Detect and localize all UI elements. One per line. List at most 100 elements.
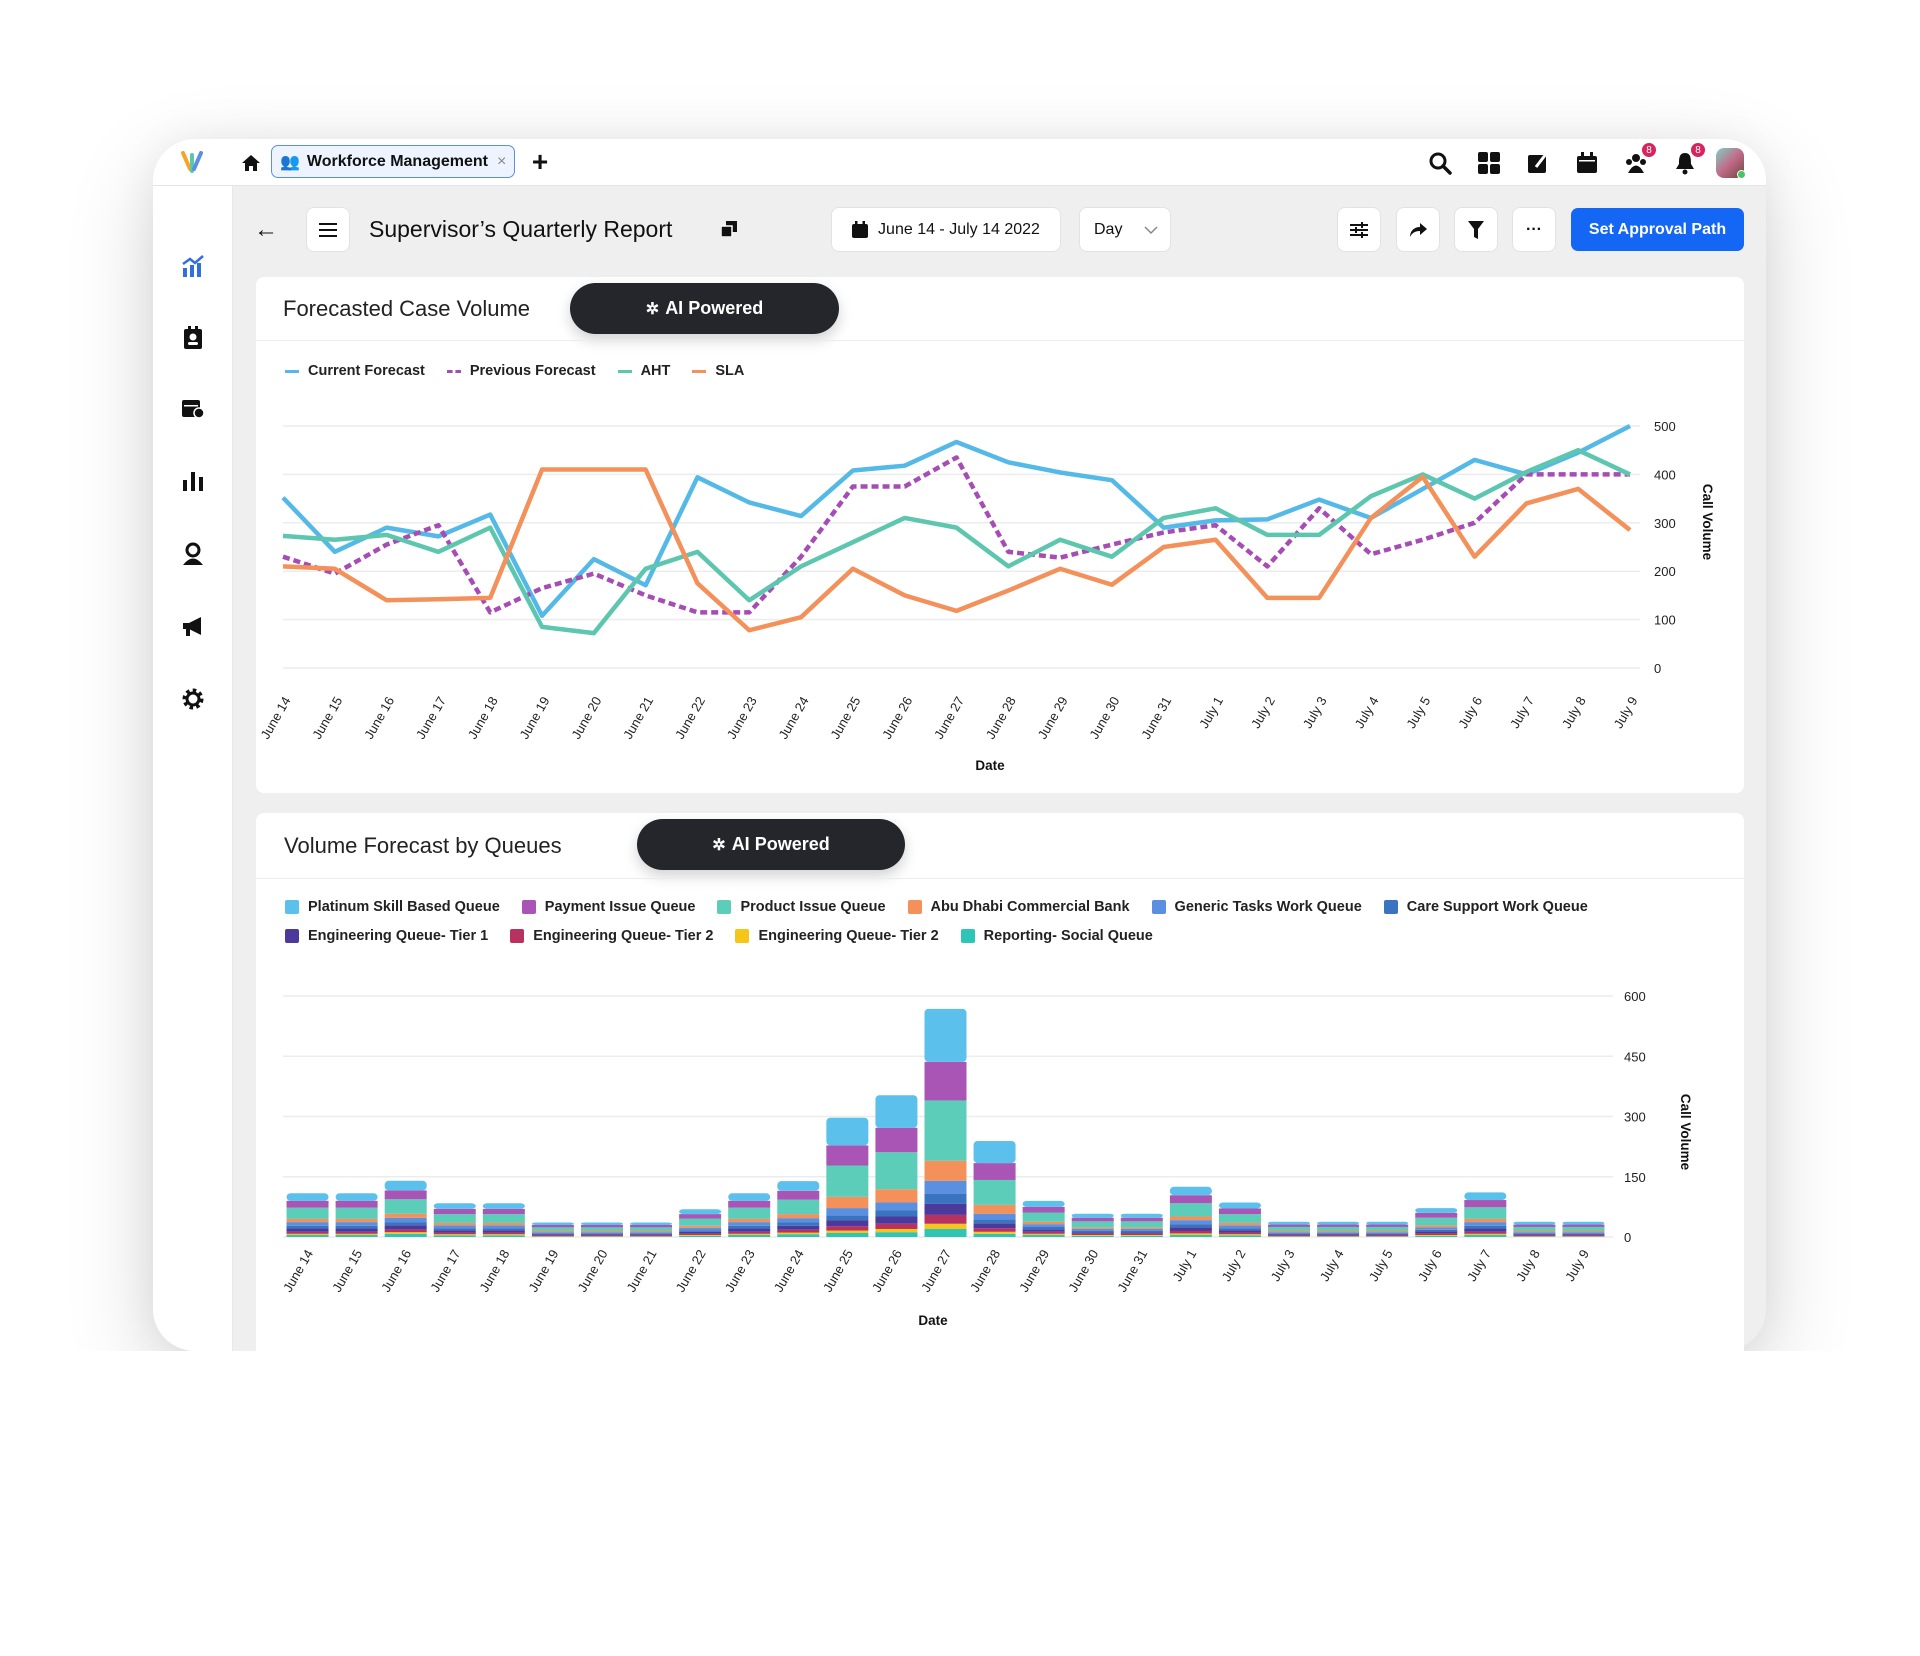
- home-icon[interactable]: [239, 151, 263, 175]
- bar-segment: [335, 1234, 378, 1237]
- copy-icon[interactable]: [718, 218, 740, 240]
- line-chart-legend: Current Forecast Previous Forecast AHT SLA: [285, 363, 744, 379]
- bar-segment: [679, 1227, 722, 1231]
- sidebar-item-agent[interactable]: [179, 540, 207, 568]
- legend-item[interactable]: Payment Issue Queue: [521, 899, 695, 915]
- bar-segment: [875, 1202, 918, 1211]
- bar-segment: [1071, 1230, 1114, 1233]
- bar-segment: [1562, 1234, 1605, 1236]
- bar-segment: [630, 1233, 673, 1235]
- bar-segment: [1415, 1217, 1458, 1226]
- filter-button[interactable]: [1455, 208, 1497, 251]
- bar-segment: [1268, 1224, 1311, 1227]
- bar-segment: [973, 1163, 1016, 1180]
- sidebar-item-schedule[interactable]: [179, 394, 207, 422]
- bar-segment: [1169, 1203, 1212, 1217]
- legend-item[interactable]: Abu Dhabi Commercial Bank: [907, 899, 1130, 915]
- sidebar-item-reports[interactable]: [179, 467, 207, 495]
- bell-icon[interactable]: 8: [1671, 143, 1705, 177]
- share-button[interactable]: [1397, 208, 1439, 251]
- avatar[interactable]: [1716, 148, 1746, 179]
- bar-segment: [531, 1224, 574, 1228]
- page-background: [0, 1351, 1920, 1656]
- legend-item[interactable]: Engineering Queue- Tier 1: [285, 928, 488, 944]
- logo-icon[interactable]: [177, 149, 207, 177]
- sidebar-item-campaigns[interactable]: [179, 612, 207, 640]
- back-button[interactable]: ←: [254, 216, 278, 243]
- tab-close-icon[interactable]: ×: [497, 152, 507, 170]
- ai-powered-badge[interactable]: ✲ AI Powered: [570, 283, 839, 334]
- legend-item[interactable]: Current Forecast: [285, 363, 425, 379]
- ai-powered-label: AI Powered: [665, 298, 764, 318]
- date-range-picker[interactable]: June 14 - July 14 2022: [832, 208, 1060, 251]
- new-tab-button[interactable]: +: [531, 146, 549, 177]
- search-icon[interactable]: [1426, 149, 1454, 177]
- tab-workforce-management[interactable]: 👥 Workforce Management ×: [271, 145, 515, 178]
- calendar-icon[interactable]: [1573, 149, 1601, 177]
- legend-label: SLA: [715, 363, 745, 379]
- bar-segment: [1415, 1227, 1458, 1230]
- edit-icon[interactable]: [1524, 149, 1552, 177]
- legend-item[interactable]: Reporting- Social Queue: [960, 928, 1153, 944]
- bar-segment: [1415, 1234, 1458, 1236]
- legend-item[interactable]: AHT: [617, 363, 670, 379]
- adjust-settings-button[interactable]: [1338, 208, 1380, 251]
- bar-segment: [384, 1213, 427, 1218]
- bar-segment: [482, 1235, 525, 1237]
- bar-segment: [728, 1218, 771, 1223]
- ai-powered-badge[interactable]: ✲ AI Powered: [637, 819, 905, 870]
- sidebar-item-contacts[interactable]: [179, 324, 207, 352]
- bar-segment: [1366, 1235, 1409, 1237]
- sidebar-item-analytics[interactable]: [179, 252, 207, 280]
- line-chart: 0 100 200 300 400 500 June 14 June 15 June 16 Jun…: [257, 419, 1715, 773]
- bar-segment: [1268, 1221, 1311, 1225]
- legend-item[interactable]: SLA: [692, 363, 744, 379]
- bar-segment: [728, 1231, 771, 1234]
- legend-item[interactable]: Previous Forecast: [446, 363, 596, 379]
- bar-segment: [1366, 1232, 1409, 1234]
- bar-segment: [1366, 1226, 1409, 1231]
- bar-segment: [335, 1200, 378, 1208]
- legend-item[interactable]: Generic Tasks Work Queue: [1151, 899, 1362, 915]
- y-tick-label: 300: [1624, 1110, 1646, 1125]
- y-tick-label: 150: [1624, 1170, 1646, 1185]
- legend-item[interactable]: Care Support Work Queue: [1383, 899, 1588, 915]
- bar-segment: [630, 1235, 673, 1237]
- sidebar-item-settings[interactable]: [179, 685, 207, 713]
- bar-segment: [1022, 1212, 1065, 1222]
- bar-segment: [1071, 1235, 1114, 1237]
- x-tick-label: July 9: [1562, 1247, 1592, 1284]
- legend-item[interactable]: Platinum Skill Based Queue: [285, 899, 500, 915]
- bar-segment: [433, 1228, 476, 1231]
- x-tick-label: June 23: [722, 1247, 758, 1295]
- bar-segment: [1120, 1213, 1163, 1218]
- legend-label: Engineering Queue- Tier 1: [308, 928, 489, 944]
- apps-grid-icon[interactable]: [1475, 149, 1503, 177]
- legend-label: Reporting- Social Queue: [983, 928, 1153, 944]
- legend-item[interactable]: Product Issue Queue: [717, 899, 886, 915]
- bar-segment: [973, 1141, 1016, 1164]
- bar-segment: [1022, 1200, 1065, 1207]
- more-options-button[interactable]: ···: [1513, 208, 1555, 251]
- granularity-value: Day: [1094, 220, 1123, 238]
- x-tick-label: June 17: [427, 1247, 463, 1295]
- legend-item[interactable]: Engineering Queue- Tier 2: [735, 928, 939, 944]
- legend-swatch: [1151, 900, 1166, 914]
- bar-segment: [826, 1230, 869, 1233]
- bar-segment: [1464, 1225, 1507, 1229]
- set-approval-path-button[interactable]: Set Approval Path: [1571, 208, 1744, 251]
- bar-segment: [728, 1234, 771, 1237]
- legend-item[interactable]: Engineering Queue- Tier 2: [510, 928, 713, 944]
- legend-swatch: [717, 900, 732, 914]
- granularity-select[interactable]: Day: [1080, 208, 1170, 251]
- bar-segment: [1513, 1234, 1556, 1236]
- bar-segment: [1218, 1202, 1261, 1209]
- bar-segment: [1022, 1221, 1065, 1225]
- bar-segment: [1317, 1234, 1360, 1236]
- bar-segment: [1120, 1217, 1163, 1222]
- bar-segment: [1464, 1228, 1507, 1232]
- team-notifications-icon[interactable]: 8: [1622, 143, 1656, 177]
- x-tick-label: June 21: [620, 694, 656, 742]
- menu-button[interactable]: [307, 208, 349, 251]
- bar-segment: [1071, 1232, 1114, 1234]
